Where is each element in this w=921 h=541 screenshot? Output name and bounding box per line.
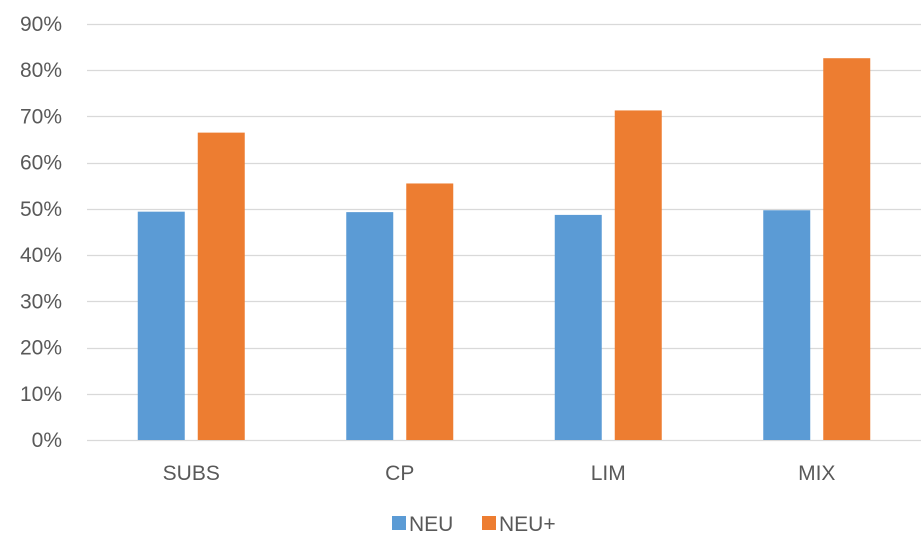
legend: NEU NEU+ [392,513,556,536]
bar-neu-mix [763,210,811,440]
legend-swatch-neu [392,516,406,530]
y-tick-label: 70% [20,105,62,128]
y-axis-tick-labels: 0% 10% 20% 30% 40% 50% 60% 70% 80% 90% [20,13,62,452]
y-tick-label: 40% [20,244,62,267]
bar-neu-plus-cp [406,183,454,440]
x-category-label: CP [385,462,414,485]
bars [137,58,871,441]
legend-swatch-neu-plus [482,516,496,530]
y-tick-label: 50% [20,198,62,221]
bar-neu-subs [137,211,185,440]
bar-neu-cp [346,212,394,440]
y-tick-label: 20% [20,337,62,360]
bar-neu-plus-subs [197,132,245,440]
y-tick-label: 80% [20,59,62,82]
y-tick-label: 90% [20,13,62,36]
x-category-label: SUBS [163,462,220,485]
bar-neu-plus-lim [614,110,662,441]
y-tick-label: 30% [20,290,62,313]
x-category-label: MIX [798,462,835,485]
y-tick-label: 0% [32,429,62,452]
legend-label: NEU [409,513,453,536]
y-tick-label: 60% [20,152,62,175]
bar-neu-lim [554,214,602,440]
x-category-label: LIM [591,462,626,485]
bar-neu-plus-mix [823,58,871,441]
y-tick-label: 10% [20,383,62,406]
x-axis-category-labels: SUBS CP LIM MIX [163,462,836,485]
legend-label: NEU+ [499,513,556,536]
